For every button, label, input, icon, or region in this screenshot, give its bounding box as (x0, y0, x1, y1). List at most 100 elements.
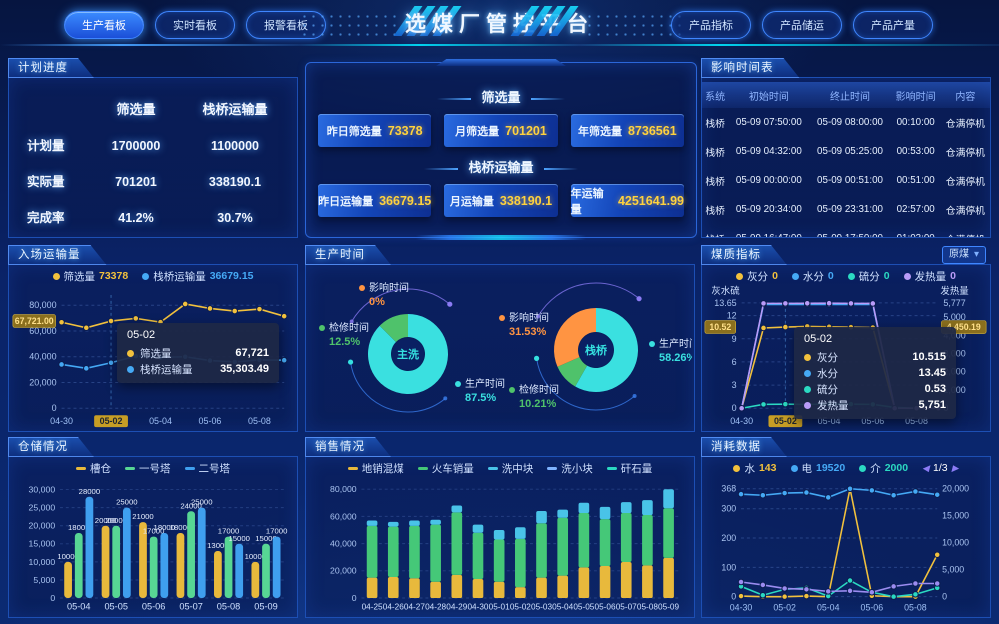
legend-series-name: 灰分 (747, 270, 769, 283)
tooltip-title: 05-02 (804, 333, 833, 345)
svg-text:05-06: 05-06 (142, 602, 166, 612)
column-header: 筛选量 (116, 102, 156, 117)
legend-marker (487, 466, 498, 470)
svg-text:05-02: 05-02 (510, 603, 531, 612)
tooltip-series-dot (804, 385, 811, 393)
svg-text:04-30: 04-30 (730, 416, 753, 426)
svg-text:05-02: 05-02 (773, 602, 796, 612)
svg-text:20,000: 20,000 (942, 483, 969, 493)
legend-marker (184, 466, 195, 470)
consumption-line-chart: 水 143 电 19520 介 2000 ◀ 1/3 ▶ 0 100 200 300 368 0 5,000 1… (702, 457, 990, 617)
svg-text:6: 6 (732, 357, 737, 367)
svg-text:30,000: 30,000 (29, 485, 56, 495)
legend-series-value: 36679.15 (209, 270, 254, 283)
svg-text:18000: 18000 (154, 524, 176, 533)
svg-text:05-04: 05-04 (67, 602, 90, 612)
svg-text:20,000: 20,000 (29, 521, 56, 531)
svg-text:0: 0 (731, 591, 736, 601)
column-header: 终止时间 (809, 82, 891, 108)
svg-text:10000: 10000 (245, 552, 267, 561)
svg-text:17000: 17000 (266, 527, 288, 536)
panel-title: 消耗数据 (711, 441, 761, 453)
svg-text:4,450.19: 4,450.19 (947, 322, 981, 332)
stat-value: 73378 (387, 123, 423, 138)
header-tab-button[interactable]: 产品指标 (671, 11, 751, 39)
svg-text:影响时间: 影响时间 (369, 281, 409, 294)
legend-series-name: 发热量 (914, 270, 947, 283)
table-cell: 仓满停机 (941, 224, 990, 238)
table-cell: 30.7% (217, 211, 253, 225)
legend-series-name: 矸石量 (620, 462, 653, 475)
svg-text:04-28: 04-28 (425, 603, 446, 612)
coal-type-dropdown[interactable]: 原煤 ▾ (941, 246, 986, 264)
row-label: 计划量 (27, 139, 65, 153)
legend-series-value: 0 (827, 270, 834, 283)
pager-next-icon[interactable]: ▶ (951, 462, 959, 473)
stat-value: 36679.15 (379, 193, 432, 208)
table-cell: 仓满停机 (945, 205, 985, 217)
panel-sales-status: 销售情况 地销混煤 火车销量 洗中块 洗小块 矸石量 0 20,000 40,000 60,00… (305, 437, 695, 618)
svg-text:15000: 15000 (255, 534, 277, 543)
dot-matrix-decoration (585, 12, 681, 40)
panel-plan-progress: 计划进度 筛选量 栈桥运输量 计划量 1700000 1100000 实际量 701201 3… (8, 58, 298, 238)
legend-item: 电 19520 (790, 461, 846, 476)
svg-text:15,000: 15,000 (29, 539, 56, 549)
stat-section: 筛选量 昨日筛选量 73378 月筛选量 701201 年筛选量 8736561 (318, 87, 684, 147)
svg-text:60,000: 60,000 (29, 326, 56, 336)
stat-value: 338190.1 (499, 193, 553, 208)
header-tab-button[interactable]: 实时看板 (155, 11, 235, 39)
svg-text:21000: 21000 (132, 513, 154, 522)
table-cell: 41.2% (118, 211, 154, 225)
svg-text:05-08: 05-08 (248, 416, 271, 426)
tooltip-series-value: 35,303.49 (220, 363, 269, 375)
throughput-stats-body: 筛选量 昨日筛选量 73378 月筛选量 701201 年筛选量 8736561 栈桥运输量昨… (306, 63, 696, 237)
svg-text:5,000: 5,000 (943, 312, 965, 322)
legend-item: 筛选量 73378 (52, 269, 128, 284)
legend-item: 水 143 (733, 461, 777, 476)
legend-series-name: 一号塔 (139, 462, 171, 475)
table-cell: 05-09 08:00:00 (817, 117, 883, 128)
header-tab-button[interactable]: 产品储运 (762, 11, 842, 39)
svg-text:0: 0 (732, 403, 737, 413)
chevron-down-icon: ▾ (973, 249, 979, 260)
table-cell: 05-09 00:51:00 (817, 175, 883, 186)
legend-series-value: 0 (772, 270, 778, 283)
legend-marker (859, 464, 867, 472)
panel-title: 影响时间表 (711, 62, 774, 74)
svg-text:05-01: 05-01 (489, 603, 510, 612)
svg-text:67,721.00: 67,721.00 (15, 316, 54, 326)
production-time-donuts: 主洗生产时间87.5%检修时间12.5%影响时间0%栈桥生产时间58.26%检修… (306, 265, 694, 431)
legend-item: 洗小块 (547, 461, 593, 476)
legend-series-name: 水分 (802, 270, 824, 283)
table-row: 栈桥 05-09 07:50:00 05-09 08:00:00 00:10:00 仓满… (702, 108, 990, 137)
legend-item: 水分 0 (791, 269, 834, 284)
legend-marker (791, 272, 799, 280)
header-tab-button[interactable]: 产品产量 (853, 11, 933, 39)
tooltip-title: 05-02 (127, 329, 156, 341)
chart-svg: 0 100 200 300 368 0 5,000 10,000 15,000 20,000 04-… (721, 483, 969, 612)
panel-title-tab: 入场运输量 (8, 245, 107, 265)
svg-text:3: 3 (732, 380, 737, 390)
legend-item: 介 2000 (859, 461, 908, 476)
svg-text:13000: 13000 (207, 542, 229, 551)
legend-item: 二号塔 (184, 461, 230, 476)
table-cell: 01:03:00 (891, 224, 941, 237)
svg-text:12.5%: 12.5% (329, 336, 360, 348)
svg-text:80,000: 80,000 (330, 485, 357, 495)
legend-series-value: 2000 (884, 462, 909, 475)
table-cell: 05-09 07:50:00 (735, 117, 802, 128)
svg-text:15,000: 15,000 (942, 510, 969, 520)
table-cell: 栈桥 (705, 205, 725, 217)
svg-text:60,000: 60,000 (330, 512, 357, 522)
legend-series-name: 栈桥运输量 (153, 270, 206, 283)
table-cell: 02:57:00 (896, 204, 935, 215)
svg-text:20000: 20000 (95, 516, 117, 525)
pager-prev-icon[interactable]: ◀ (922, 462, 929, 473)
chart-legend: 灰分 0 水分 0 硫分 0 发热量 0 (736, 268, 956, 285)
table-cell: 00:51:00 (896, 175, 935, 186)
svg-text:40,000: 40,000 (29, 352, 56, 362)
legend-series-value: 19520 (816, 462, 846, 475)
legend-series-name: 硫分 (858, 270, 880, 283)
stat-box: 月运输量 338190.1 (444, 184, 558, 217)
header-tab-button[interactable]: 生产看板 (64, 11, 144, 39)
